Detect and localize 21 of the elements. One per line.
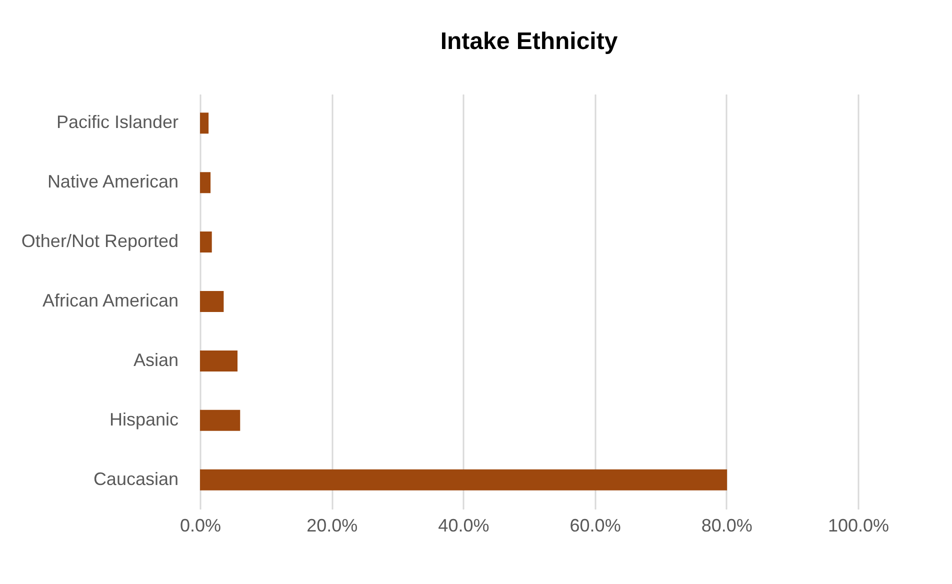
x-tick-label: 60.0% (570, 516, 621, 536)
x-tick-label: 80.0% (701, 516, 752, 536)
y-tick-label: Caucasian (93, 468, 178, 489)
chart-title: Intake Ethnicity (440, 28, 618, 55)
y-tick-label: African American (42, 290, 178, 310)
y-tick-label: Other/Not Reported (21, 231, 178, 252)
bar (200, 112, 209, 134)
x-tick-label: 20.0% (306, 516, 358, 536)
bar (200, 232, 212, 253)
x-tick-label: 40.0% (438, 516, 490, 536)
x-tick-label: 100.0% (828, 516, 890, 536)
bar (200, 291, 224, 312)
y-tick-label: Native American (47, 172, 178, 192)
y-tick-label: Pacific Islander (56, 112, 178, 132)
bar (200, 410, 240, 431)
bar (200, 469, 728, 490)
bar (200, 350, 238, 372)
y-tick-label: Asian (133, 350, 178, 370)
y-tick-label: Hispanic (109, 409, 178, 430)
x-tick-label: 0.0% (180, 516, 222, 536)
bar (200, 172, 211, 194)
